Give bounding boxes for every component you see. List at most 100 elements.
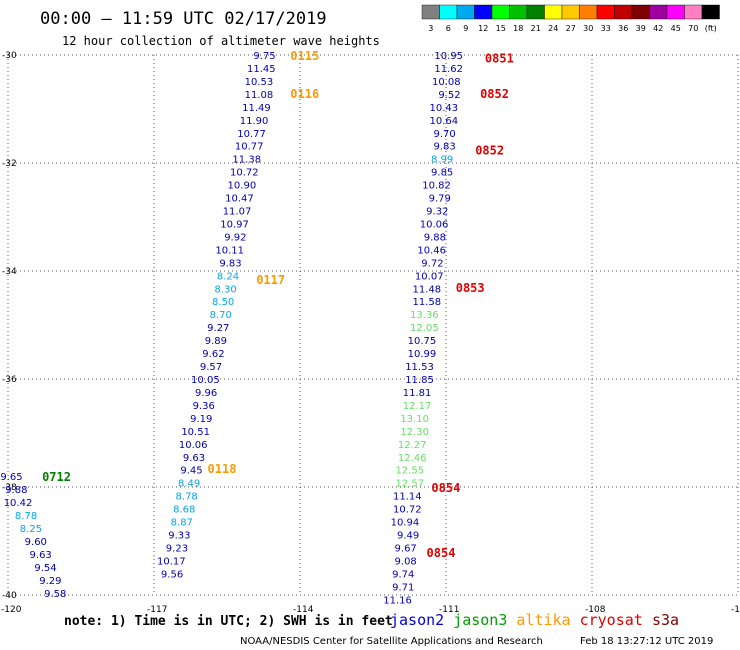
swh-value: 10.06: [179, 440, 208, 451]
swh-value: 10.06: [420, 219, 449, 230]
swh-value: 8.78: [15, 511, 37, 522]
swh-value: 10.90: [228, 181, 257, 192]
swh-value: 10.77: [235, 142, 264, 153]
swh-value: 9.79: [429, 194, 451, 205]
legend-swatch: [701, 4, 720, 20]
legend-label: 42: [653, 24, 663, 33]
legend-label: 39: [636, 24, 646, 33]
swh-value: 8.68: [173, 505, 195, 516]
swh-value: 10.77: [237, 129, 266, 140]
legend-label: 24: [548, 24, 558, 33]
swh-value: 10.08: [432, 77, 461, 88]
swh-value: 9.89: [205, 336, 227, 347]
legend-swatch: [561, 4, 580, 20]
swh-value: 11.38: [232, 155, 261, 166]
swh-value: 8.50: [212, 297, 234, 308]
swh-value: 10.11: [215, 245, 244, 256]
swh-value: 9.57: [200, 362, 222, 373]
legend-swatch: [666, 4, 685, 20]
swh-value: 9.65: [0, 472, 22, 483]
legend-swatch: [544, 4, 563, 20]
swh-value: 10.05: [191, 375, 220, 386]
swh-value: 9.52: [438, 90, 460, 101]
satellite-name: s3a: [652, 611, 679, 629]
swh-value: 11.08: [245, 90, 274, 101]
time-label: 0117: [256, 273, 285, 287]
swh-value: 12.55: [395, 466, 424, 477]
legend-label: 9: [463, 24, 468, 33]
satellite-name: jason2: [390, 611, 444, 629]
legend-swatch: [614, 4, 633, 20]
time-label: 0115: [290, 49, 319, 63]
swh-value: 10.72: [393, 505, 422, 516]
swh-value: 10.95: [434, 51, 463, 62]
time-labels: 0115 0116 0117 0118 0712 0851 0852 0852 0853 0854…: [42, 49, 514, 560]
legend-swatch: [631, 4, 650, 20]
x-tick-label: -120: [1, 605, 22, 615]
chart-subtitle: 12 hour collection of altimeter wave hei…: [62, 34, 380, 48]
time-label: 0118: [208, 462, 237, 476]
time-label: 0852: [475, 144, 504, 158]
swh-value: 9.19: [190, 414, 212, 425]
swh-value: 8.24: [217, 271, 239, 282]
swh-value: 9.72: [421, 258, 443, 269]
legend-swatch: [509, 4, 528, 20]
time-label: 0712: [42, 470, 71, 484]
swh-value: 11.07: [223, 207, 252, 218]
legend-swatch: [526, 4, 545, 20]
swh-value: 10.82: [422, 181, 451, 192]
swh-value: 9.54: [34, 563, 56, 574]
legend-swatch: [491, 4, 510, 20]
swh-value: 11.62: [434, 64, 463, 75]
legend-swatch: [596, 4, 615, 20]
swh-value: 9.60: [25, 537, 47, 548]
y-tick-label: -34: [2, 267, 17, 277]
swh-value: 10.42: [4, 498, 33, 509]
legend-label: 18: [513, 24, 523, 33]
swh-value: 9.70: [433, 129, 455, 140]
y-axis-ticks: -30 -32 -34 -36 -38 -40: [2, 51, 17, 601]
swh-value: 12.17: [403, 401, 432, 412]
y-tick-label: -40: [2, 591, 17, 601]
swh-value: 10.47: [225, 194, 254, 205]
legend-label: 45: [671, 24, 681, 33]
legend-label: 12: [478, 24, 488, 33]
swh-value: 8.78: [176, 492, 198, 503]
x-tick-label: -111: [439, 605, 459, 615]
time-label: 0854: [427, 546, 456, 560]
swh-value: 9.27: [207, 323, 229, 334]
swh-value: 10.07: [415, 271, 444, 282]
wave-height-points: 9.75 11.45 10.53 11.08 11.49 11.90 10.77 10.77 1…: [0, 51, 463, 606]
swh-value: 11.81: [403, 388, 432, 399]
swh-value: 8.87: [171, 518, 193, 529]
swh-value: 9.08: [395, 556, 417, 567]
satellite-name: cryosat: [580, 611, 643, 629]
swh-value: 9.92: [224, 232, 246, 243]
y-tick-label: -30: [2, 51, 17, 61]
swh-value: 12.30: [400, 427, 429, 438]
swh-value: 10.75: [408, 336, 437, 347]
footer-credit: NOAA/NESDIS Center for Satellite Applica…: [240, 636, 543, 647]
legend-swatch: [579, 4, 598, 20]
satellite-legend: jason2 jason3 altika cryosat s3a: [390, 611, 679, 629]
swh-value: 13.36: [410, 310, 439, 321]
swh-value: 10.64: [430, 116, 459, 127]
legend-label: 3: [428, 24, 433, 33]
legend-label: 30: [583, 24, 593, 33]
swh-value: 11.16: [383, 595, 412, 606]
legend-label: 6: [446, 24, 451, 33]
swh-value: 9.88: [424, 232, 446, 243]
x-tick-label: -108: [585, 605, 606, 615]
swh-value: 10.46: [417, 245, 446, 256]
swh-value: 9.63: [30, 550, 52, 561]
swh-value: 8.99: [431, 155, 453, 166]
swh-value: 9.88: [5, 485, 27, 496]
time-label: 0851: [485, 52, 514, 66]
swh-value: 9.32: [426, 207, 448, 218]
swh-value: 10.51: [181, 427, 210, 438]
chart-title: 00:00 – 11:59 UTC 02/17/2019: [40, 9, 327, 29]
swh-value: 9.71: [392, 582, 414, 593]
swh-value: 12.27: [398, 440, 427, 451]
swh-value: 12.46: [398, 453, 427, 464]
